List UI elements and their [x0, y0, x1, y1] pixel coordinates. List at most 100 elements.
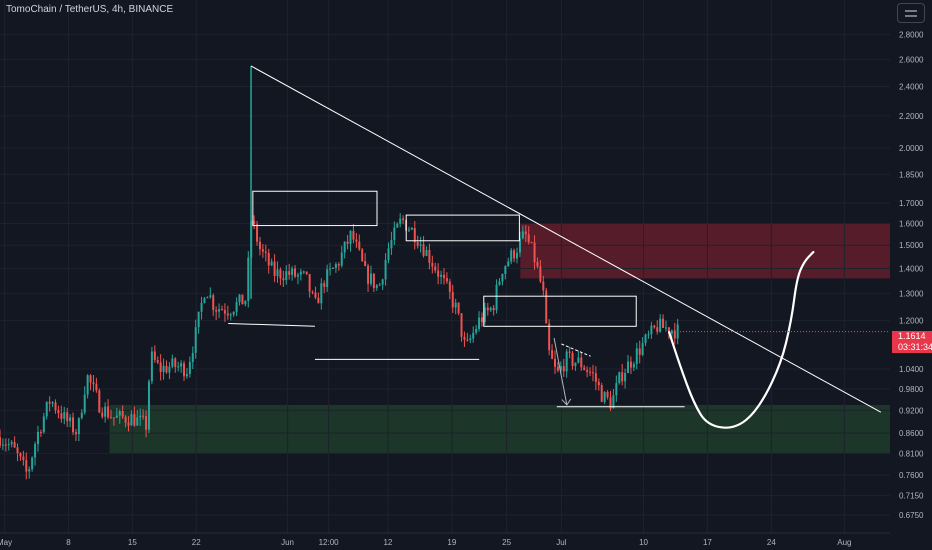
candle-body — [629, 361, 632, 368]
candle-body — [291, 268, 294, 275]
candle-body — [247, 257, 250, 301]
candle-body — [489, 307, 492, 311]
candle-body — [440, 274, 443, 277]
price-axis[interactable]: 2.8000 2.6000 2.4000 2.2000 2.0000 1.8500 1.70… — [899, 30, 924, 520]
candle-body — [139, 415, 142, 418]
candle-body — [66, 412, 69, 422]
candle-body — [288, 271, 291, 275]
candle-body — [580, 357, 583, 368]
projection-path[interactable] — [667, 250, 815, 429]
candle-body — [483, 307, 486, 323]
candle-body — [206, 297, 209, 299]
candle-body — [203, 298, 206, 303]
candle-body — [589, 371, 592, 373]
price-tick-label: 1.8500 — [899, 170, 924, 179]
candle-body — [632, 364, 635, 368]
support-zone[interactable] — [109, 404, 891, 454]
candle-body — [399, 218, 402, 224]
time-tick-label: Aug — [837, 538, 851, 547]
candle-body — [194, 327, 197, 353]
candle-body — [618, 372, 621, 384]
candle-body — [507, 261, 510, 267]
candle-body — [664, 327, 667, 329]
candle-body — [475, 329, 478, 333]
price-tick-label: 1.4000 — [899, 265, 924, 274]
price-tick-label: 1.7000 — [899, 199, 924, 208]
candle-body — [72, 417, 75, 433]
candle-body — [261, 249, 264, 252]
candle-body — [279, 269, 282, 279]
candle-body — [641, 343, 644, 355]
candle-body — [209, 295, 212, 298]
candle-body — [145, 416, 148, 430]
time-tick-label: Jun — [281, 538, 294, 547]
candle-body — [258, 241, 261, 250]
candle-body — [539, 266, 542, 282]
candle-body — [390, 239, 393, 249]
candle-body — [147, 381, 150, 430]
candle-body — [267, 252, 270, 266]
candle-body — [107, 406, 110, 418]
candle-body — [416, 242, 419, 246]
candle-body — [583, 367, 586, 370]
candle-body — [597, 381, 600, 386]
price-tick-label: 1.6000 — [899, 219, 924, 228]
candle-body — [215, 310, 218, 312]
candle-body — [562, 366, 565, 372]
candle-body — [121, 411, 124, 417]
candle-body — [516, 252, 519, 259]
candle-body — [518, 238, 521, 253]
chart-menu-button[interactable] — [897, 3, 925, 23]
resistance-zone[interactable] — [520, 223, 890, 279]
candle-body — [612, 395, 615, 409]
candle-body — [527, 234, 530, 243]
price-tick-label: 1.5000 — [899, 241, 924, 250]
candle-body — [22, 456, 25, 461]
candle-body — [609, 397, 612, 409]
candle-body — [510, 250, 513, 262]
candle-body — [635, 348, 638, 365]
candle-body — [270, 261, 273, 266]
candle-body — [367, 265, 370, 284]
candle-body — [4, 444, 7, 446]
range-box[interactable] — [252, 190, 378, 227]
candle-body — [331, 267, 334, 269]
time-axis[interactable]: May 8 15 22 Jun 12:00 12 19 25 Jul 10 17 24 Aug — [0, 532, 890, 547]
candle-body — [375, 285, 378, 289]
level-line[interactable] — [228, 322, 315, 327]
candle-body — [311, 291, 314, 293]
candle-body — [69, 417, 72, 422]
drawings-layer[interactable] — [228, 65, 890, 429]
candle-body — [235, 302, 238, 312]
price-tick-label: 2.4000 — [899, 82, 924, 91]
candle-body — [98, 390, 101, 413]
down-arrow-line[interactable] — [553, 337, 568, 406]
candle-body — [92, 382, 95, 385]
candle-body — [413, 227, 416, 243]
candle-body — [104, 406, 107, 417]
candle-body — [232, 311, 235, 315]
candle-body — [472, 332, 475, 339]
candle-body — [361, 249, 364, 261]
candle-body — [448, 281, 451, 292]
range-box[interactable] — [405, 214, 520, 242]
candle-body — [437, 270, 440, 277]
candle-body — [63, 412, 66, 419]
candle-body — [74, 432, 77, 435]
candle-body — [185, 373, 188, 377]
candle-body — [150, 351, 153, 382]
candle-body — [349, 230, 352, 244]
trendline[interactable] — [250, 65, 882, 413]
candle-body — [130, 414, 133, 426]
candle-body — [89, 375, 92, 383]
time-tick-label: 10 — [639, 538, 648, 547]
candle-body — [553, 358, 556, 367]
candle-body — [393, 227, 396, 240]
candle-body — [422, 244, 425, 256]
range-box[interactable] — [483, 295, 637, 327]
candle-body — [469, 338, 472, 340]
candle-body — [183, 363, 186, 377]
dashed-line[interactable] — [561, 343, 591, 357]
candle-body — [124, 416, 127, 423]
